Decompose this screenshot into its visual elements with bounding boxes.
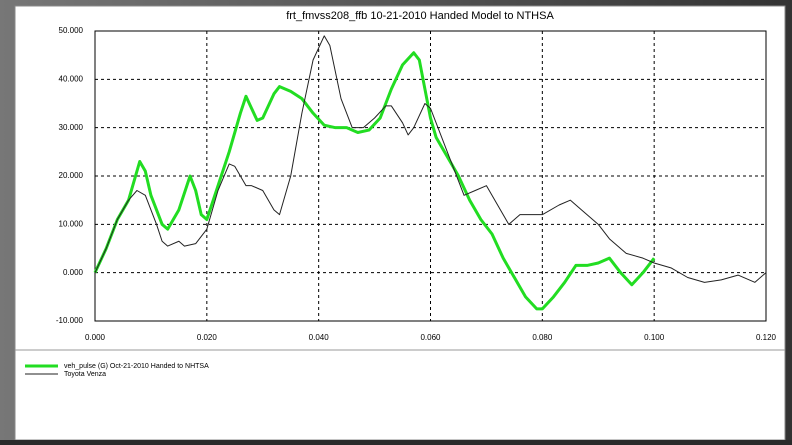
legend-label: veh_pulse (G) Oct-21-2010 Handed to NHTS… <box>64 363 209 370</box>
legend-label: Toyota Venza <box>64 371 106 378</box>
y-tick-label: -10.000 <box>56 316 84 325</box>
x-tick-label: 0.020 <box>197 333 218 342</box>
y-tick-label: 20.000 <box>59 171 84 180</box>
series-line <box>93 51 656 311</box>
series-line <box>94 35 767 283</box>
x-tick-label: 0.120 <box>756 333 777 342</box>
y-tick-label: 30.000 <box>59 123 84 132</box>
x-tick-label: 0.060 <box>420 333 441 342</box>
x-tick-label: 0.080 <box>532 333 553 342</box>
x-tick-label: 0.100 <box>644 333 665 342</box>
y-tick-label: 0.000 <box>63 268 84 277</box>
y-tick-label: 10.000 <box>59 219 84 228</box>
x-tick-label: 0.000 <box>85 333 106 342</box>
chart-panel <box>14 5 786 441</box>
chart-title: frt_fmvss208_ffb 10-21-2010 Handed Model… <box>286 10 554 22</box>
y-tick-label: 50.000 <box>59 26 84 35</box>
x-tick-label: 0.040 <box>309 333 330 342</box>
y-tick-label: 40.000 <box>59 74 84 83</box>
